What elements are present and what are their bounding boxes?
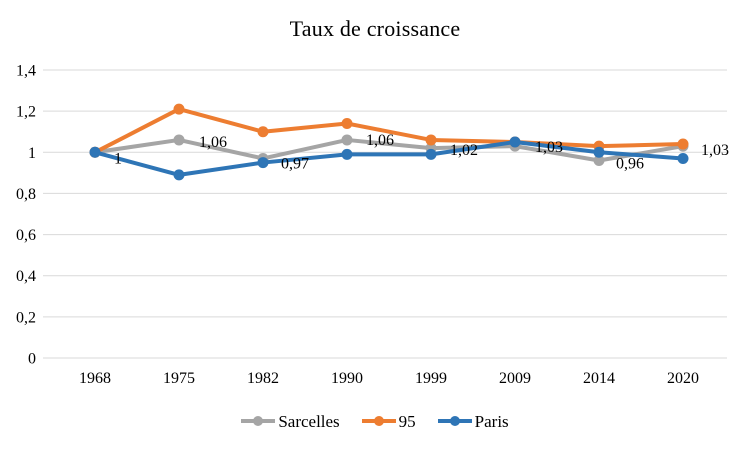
chart-title: Taux de croissance xyxy=(289,16,461,41)
legend-label-sarcelles: Sarcelles xyxy=(278,411,340,431)
legend-label-paris: Paris xyxy=(474,411,509,431)
series-marker-Paris xyxy=(257,157,269,169)
legend-item-sarcelles: Sarcelles xyxy=(241,411,340,431)
paris-line-marker-icon xyxy=(437,416,472,426)
plot-area: 0 0,2 0,4 0,6 0,8 1 1,2 1,4 1968 1975 1982 1990 1999… xyxy=(16,63,729,388)
y-tick-label: 1,4 xyxy=(16,63,36,80)
x-tick-label: 2014 xyxy=(583,370,615,387)
y-tick-label: 1,2 xyxy=(16,104,36,121)
series-marker-Paris xyxy=(173,169,185,181)
legend-label-95: 95 xyxy=(398,411,416,431)
legend-item-paris: Paris xyxy=(437,411,509,431)
series-line-Paris xyxy=(93,140,685,177)
data-label: 0,97 xyxy=(281,155,309,172)
x-tick-label: 2020 xyxy=(667,370,699,387)
chart-legend: Sarcelles 95 Paris xyxy=(0,406,750,436)
series-marker-Sarcelles xyxy=(341,134,353,146)
data-label: 1,02 xyxy=(450,142,478,159)
data-label: 0,96 xyxy=(616,156,644,173)
series-marker-95 xyxy=(173,103,185,115)
series-marker-Paris xyxy=(89,146,101,158)
x-tick-label: 1990 xyxy=(331,370,363,387)
series-marker-Paris xyxy=(593,146,605,158)
x-tick-label: 1999 xyxy=(415,370,447,387)
legend-item-95: 95 xyxy=(361,411,416,431)
series-marker-Paris xyxy=(677,152,689,164)
series-marker-Sarcelles xyxy=(593,155,605,167)
series-marker-Paris xyxy=(509,136,521,148)
series-marker-Sarcelles xyxy=(173,134,185,146)
series-marker-95 xyxy=(341,117,353,129)
data-label: 1 xyxy=(114,150,122,167)
series-line-95 xyxy=(93,107,685,155)
x-tick-label: 2009 xyxy=(499,370,531,387)
series-marker-95 xyxy=(677,138,689,150)
data-label: 1,03 xyxy=(701,142,729,159)
sarcelles-line-marker-icon xyxy=(241,416,276,426)
y-tick-label: 0,2 xyxy=(16,309,36,326)
x-tick-label: 1968 xyxy=(79,370,111,387)
y-tick-label: 0,6 xyxy=(16,227,36,244)
data-label: 1,06 xyxy=(199,134,227,151)
data-label: 1,06 xyxy=(366,132,394,149)
series-marker-95 xyxy=(257,126,269,138)
x-tick-label: 1982 xyxy=(247,370,279,387)
y-tick-label: 0,4 xyxy=(16,268,36,285)
series-marker-95 xyxy=(425,134,437,146)
y-tick-label: 1 xyxy=(28,145,36,162)
series-line-Sarcelles xyxy=(93,137,685,163)
data-label: 1,03 xyxy=(535,139,563,156)
y-tick-label: 0 xyxy=(28,351,36,368)
y-tick-label: 0,8 xyxy=(16,186,36,203)
95-line-marker-icon xyxy=(361,416,396,426)
series-marker-Paris xyxy=(341,148,353,160)
x-tick-label: 1975 xyxy=(163,370,195,387)
series-marker-Paris xyxy=(425,148,437,160)
